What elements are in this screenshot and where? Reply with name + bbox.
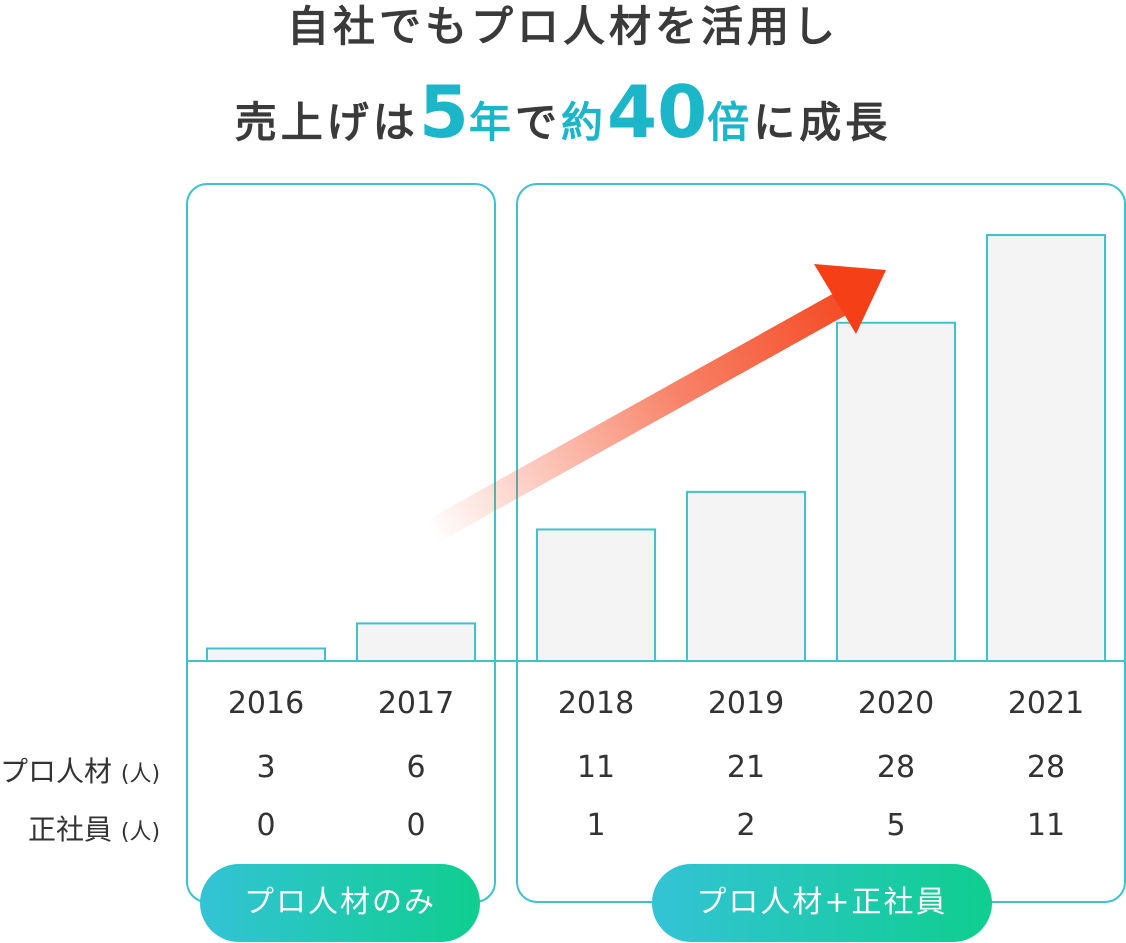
headline-highlight-years: 5 [418,70,469,154]
group-badge-pro-and-employees: プロ人材+正社員 [652,864,992,942]
year-label-2020: 2020 [858,686,934,721]
pro-talent-count-2020: 28 [877,750,915,785]
row-label-pro-talent: プロ人材 (人) [0,750,160,790]
row-label-employees: 正社員 (人) [28,808,160,848]
pro-talent-count-2018: 11 [577,750,615,785]
headline-line-1: 自社でもプロ人材を活用し [286,2,839,51]
row-label-employees-text: 正社員 [28,813,113,846]
headline-highlight-unit: 倍 [707,98,754,147]
pro-talent-count-2021: 28 [1027,750,1065,785]
bar-2018 [536,528,656,662]
headline-highlight-multiplier: 40 [606,70,708,154]
bar-2017 [356,622,476,663]
bar-2016 [206,647,326,663]
pro-talent-count-2016: 3 [256,750,275,785]
headline-part: に成長 [753,98,892,147]
bars-layer [206,234,1106,663]
employee-count-2021: 11 [1027,808,1065,843]
headline-line-2: 売上げは5年で約40倍に成長 [0,72,1126,152]
employee-count-2016: 0 [256,808,275,843]
employee-count-2019: 2 [736,808,755,843]
year-label-2017: 2017 [378,686,454,721]
year-label-2018: 2018 [558,686,634,721]
headline-highlight-prefix: 約 [560,98,607,147]
trend-arrow-shaft [420,292,848,546]
employee-count-2017: 0 [406,808,425,843]
row-label-unit: (人) [120,820,161,845]
year-label-2019: 2019 [708,686,784,721]
group-frame-pro-only [186,183,496,903]
headline-part: 売上げは [234,98,419,147]
headline-part: で [514,98,561,147]
trend-arrow [420,264,886,546]
pro-talent-count-2019: 21 [727,750,765,785]
group-badge-pro-only: プロ人材のみ [200,864,480,942]
employee-count-2020: 5 [886,808,905,843]
bar-2019 [686,490,806,662]
headline-highlight-unit: 年 [468,98,515,147]
trend-arrow-head [814,264,886,334]
year-label-2016: 2016 [228,686,304,721]
row-label-unit: (人) [120,762,161,787]
year-label-2021: 2021 [1008,686,1084,721]
employee-count-2018: 1 [586,808,605,843]
bar-2021 [986,234,1106,663]
pro-talent-count-2017: 6 [406,750,425,785]
table-labels-layer: 2016 2017 2018 2019 2020 2021 3 6 11 21 28 28 0 0 1 2 5 1… [228,686,1084,843]
row-label-pro-talent-text: プロ人材 [0,755,113,788]
bar-2020 [836,321,956,662]
